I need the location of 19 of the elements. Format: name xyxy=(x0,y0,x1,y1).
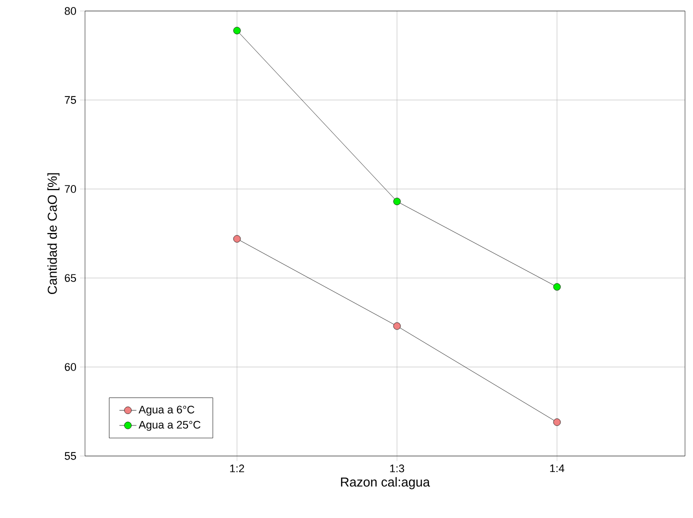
point xyxy=(393,198,401,206)
legend-label: Agua a 6°C xyxy=(138,406,194,416)
x-tick-label: 1:2 xyxy=(230,464,244,472)
y-tick-label: 65 xyxy=(64,274,76,282)
point xyxy=(233,26,241,34)
y-tick-label: 55 xyxy=(64,452,76,460)
point xyxy=(393,322,401,330)
x-axis-title: Razon cal:agua xyxy=(341,477,430,490)
y-tick-label: 70 xyxy=(64,185,76,193)
point xyxy=(233,235,241,243)
x-tick-label: 1:4 xyxy=(550,464,564,472)
x-tick-label: 1:3 xyxy=(390,464,404,472)
legend-label: Agua a 25°C xyxy=(138,420,200,431)
y-tick-label: 75 xyxy=(64,96,76,104)
point xyxy=(553,283,561,291)
point xyxy=(553,418,561,426)
y-tick-label: 60 xyxy=(64,363,76,371)
y-tick-label: 80 xyxy=(64,7,76,15)
y-axis-title: Cantidad de CaO [%] xyxy=(47,173,60,294)
